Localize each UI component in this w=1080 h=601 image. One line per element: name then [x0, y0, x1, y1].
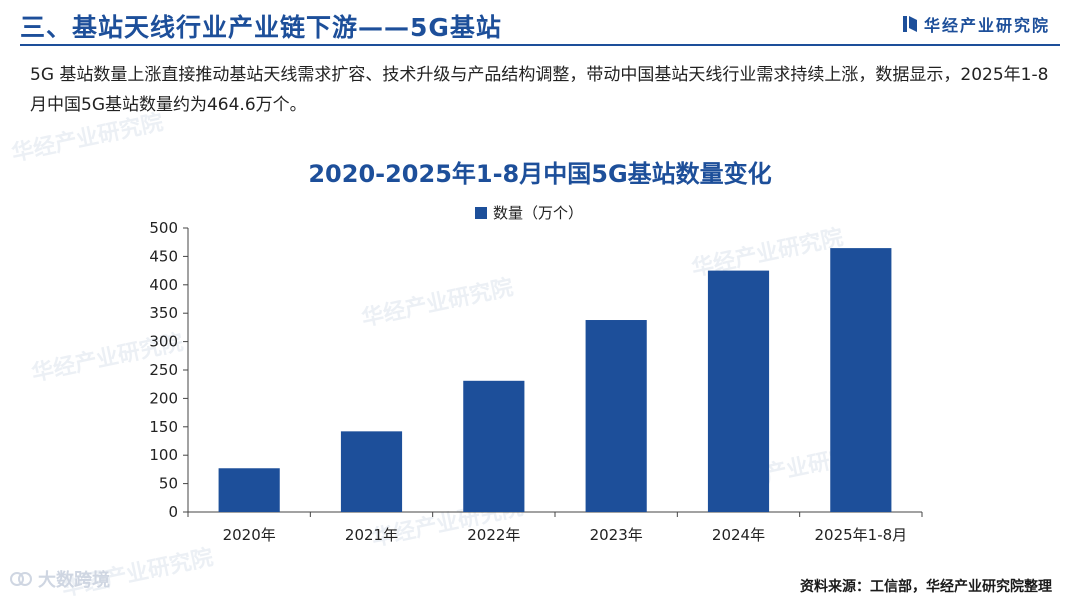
y-tick-label: 250 — [149, 361, 178, 379]
x-tick-label: 2020年 — [223, 526, 276, 544]
y-tick-label: 0 — [168, 503, 178, 521]
legend-swatch — [475, 207, 487, 219]
y-tick-label: 400 — [149, 276, 178, 294]
y-tick-label: 150 — [149, 418, 178, 436]
legend-label: 数量（万个） — [493, 204, 583, 222]
y-tick-label: 300 — [149, 333, 178, 351]
intro-paragraph: 5G 基站数量上涨直接推动基站天线需求扩容、技术升级与产品结构调整，带动中国基站… — [30, 65, 1049, 115]
bar — [463, 380, 525, 512]
bar — [585, 320, 647, 512]
header-divider — [20, 44, 1060, 46]
y-tick-label: 200 — [149, 389, 178, 407]
brand-name: 华经产业研究院 — [923, 16, 1050, 35]
y-tick-label: 450 — [149, 247, 178, 265]
slide-header: 三、基站天线行业产业链下游——5G基站 华经产业研究院 — [0, 0, 1080, 48]
x-tick-label: 2025年1-8月 — [814, 526, 907, 544]
x-tick-label: 2022年 — [467, 526, 520, 544]
bar — [340, 431, 403, 512]
chart-title: 2020-2025年1-8月中国5G基站数量变化 — [308, 160, 771, 188]
x-tick-label: 2024年 — [712, 526, 765, 544]
bar — [830, 248, 892, 512]
platform-name: 大数跨境 — [38, 570, 110, 591]
brand-flag-icon — [902, 16, 917, 32]
y-tick-label: 350 — [149, 304, 178, 322]
y-tick-label: 100 — [149, 446, 178, 464]
slide-title: 三、基站天线行业产业链下游——5G基站 — [20, 13, 502, 42]
x-tick-label: 2021年 — [345, 526, 398, 544]
source-note: 资料来源：工信部，华经产业研究院整理 — [800, 579, 1052, 595]
y-tick-label: 500 — [149, 219, 178, 237]
bar — [707, 270, 770, 512]
platform-logo-icon — [10, 572, 32, 586]
x-tick-label: 2023年 — [590, 526, 643, 544]
y-tick-label: 50 — [159, 475, 178, 493]
bar — [218, 468, 280, 512]
platform-watermark: 大数跨境 — [10, 566, 110, 592]
brand: 华经产业研究院 — [902, 12, 1050, 36]
